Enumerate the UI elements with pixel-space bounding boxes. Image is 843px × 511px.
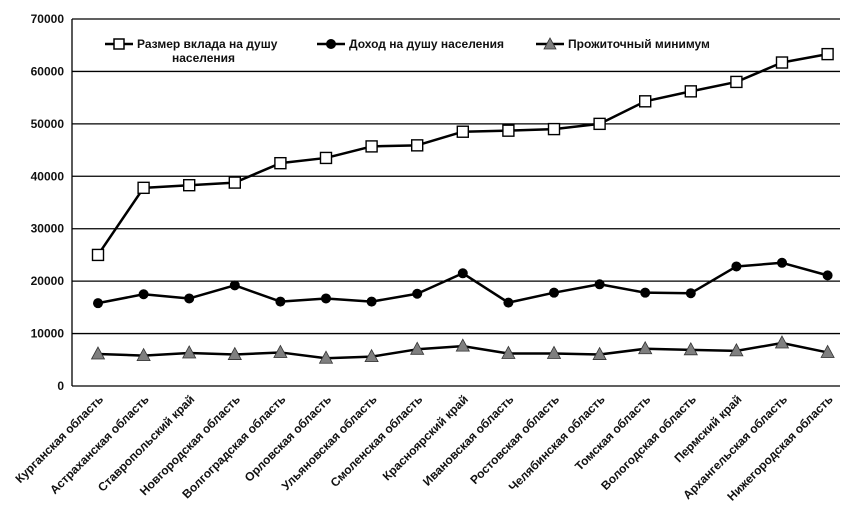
data-point-circle xyxy=(275,296,286,307)
legend-item-deposit: Размер вклада на душу населения xyxy=(105,37,278,65)
y-tick-label: 70000 xyxy=(31,12,65,26)
data-point-square xyxy=(547,122,561,136)
data-point-triangle xyxy=(820,344,835,358)
data-point-square xyxy=(593,117,606,131)
y-tick-label: 20000 xyxy=(31,274,65,288)
legend-marker-circle xyxy=(326,39,336,49)
legend-label-deposit-line1: Размер вклада на душу xyxy=(137,37,278,51)
legend-marker-square xyxy=(113,38,125,50)
data-point-circle xyxy=(503,297,514,308)
data-point-triangle xyxy=(273,344,288,358)
data-point-circle xyxy=(229,280,240,291)
legend-label-minimum: Прожиточный минимум xyxy=(568,37,710,51)
y-tick-label: 10000 xyxy=(31,327,65,341)
x-tick-label: Смоленская область xyxy=(328,392,426,490)
data-point-square xyxy=(684,85,697,98)
data-point-triangle xyxy=(774,335,790,349)
data-point-square xyxy=(365,140,378,153)
legend-item-income: Доход на душу населения xyxy=(317,37,504,51)
x-tick-label: Ивановская область xyxy=(420,392,517,489)
data-point-circle xyxy=(594,279,605,290)
data-point-square xyxy=(319,151,333,165)
data-point-square xyxy=(502,124,515,137)
data-point-square xyxy=(456,125,469,138)
data-point-triangle xyxy=(592,346,607,360)
legend-label-deposit-line2: населения xyxy=(172,51,235,65)
data-point-triangle xyxy=(136,347,151,361)
data-point-triangle xyxy=(318,350,334,364)
series-0 xyxy=(91,47,834,262)
y-tick-label: 60000 xyxy=(31,64,65,78)
data-point-circle xyxy=(93,298,103,309)
data-point-square xyxy=(775,56,789,69)
data-point-triangle xyxy=(638,340,653,355)
data-point-circle xyxy=(731,261,742,272)
data-point-circle xyxy=(549,287,559,298)
legend-item-minimum: Прожиточный минимум xyxy=(536,37,710,51)
data-point-square xyxy=(639,95,652,108)
x-tick-label: Орловская область xyxy=(242,392,334,484)
y-tick-label: 30000 xyxy=(31,222,65,236)
data-point-square xyxy=(411,139,424,152)
data-point-circle xyxy=(412,288,423,299)
data-point-triangle xyxy=(410,341,425,355)
data-point-triangle xyxy=(90,346,106,360)
data-point-triangle xyxy=(455,338,470,352)
data-point-square xyxy=(821,47,834,61)
data-point-triangle xyxy=(364,348,379,363)
legend: Размер вклада на душу населения Доход на… xyxy=(105,37,710,65)
y-tick-label: 40000 xyxy=(31,169,65,183)
x-tick-label: Курганская область xyxy=(12,392,106,486)
data-point-triangle xyxy=(683,341,698,356)
x-tick-label: Красноярский край xyxy=(380,392,471,483)
data-point-triangle xyxy=(227,346,242,360)
data-point-square xyxy=(274,156,287,170)
gridlines xyxy=(72,18,840,335)
data-point-circle xyxy=(184,293,195,304)
x-tick-label: Ростовская область xyxy=(467,392,562,487)
series-2 xyxy=(90,335,835,364)
legend-label-income: Доход на душу населения xyxy=(349,37,504,51)
series-layer xyxy=(90,47,835,364)
data-point-circle xyxy=(138,289,149,300)
y-axis: 0 10000 20000 30000 40000 50000 60000 70000 xyxy=(31,12,73,393)
data-point-square xyxy=(137,181,150,195)
data-point-circle xyxy=(321,293,331,304)
data-point-circle xyxy=(366,296,377,307)
data-point-square xyxy=(730,75,743,89)
data-point-circle xyxy=(777,257,787,268)
data-point-triangle xyxy=(729,343,744,357)
data-point-square xyxy=(182,178,196,192)
series-line xyxy=(96,52,828,256)
legend-marker-triangle xyxy=(543,37,557,50)
y-tick-label: 0 xyxy=(57,379,64,393)
data-point-circle xyxy=(457,268,468,279)
data-point-square xyxy=(228,176,242,189)
data-point-triangle xyxy=(546,345,562,359)
data-point-circle xyxy=(685,288,696,299)
series-1 xyxy=(93,257,833,309)
data-point-circle xyxy=(822,270,833,281)
data-point-triangle xyxy=(501,345,516,359)
data-point-circle xyxy=(640,287,651,298)
y-tick-label: 50000 xyxy=(31,117,65,131)
data-point-square xyxy=(91,248,105,262)
data-point-triangle xyxy=(182,345,197,359)
